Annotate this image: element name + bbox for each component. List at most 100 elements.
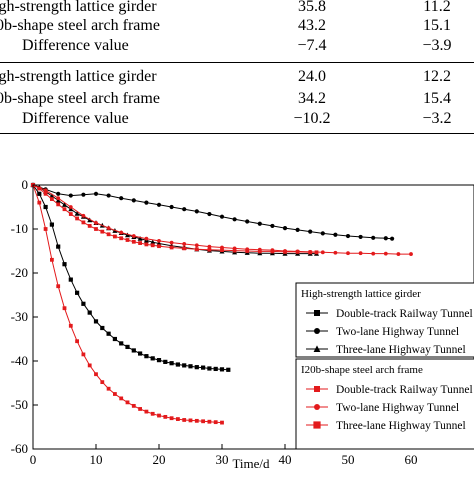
series-line <box>32 184 317 253</box>
data-point <box>37 200 42 205</box>
data-point <box>346 251 350 256</box>
series-line <box>32 184 223 424</box>
data-point <box>245 249 250 253</box>
legend-group-2: I20b-shape steel arch frame Double-track … <box>295 358 474 450</box>
data-point <box>100 325 105 331</box>
data-point <box>43 188 48 193</box>
series-4 <box>31 183 224 425</box>
data-point <box>358 234 363 240</box>
data-point <box>396 252 401 256</box>
data-point <box>138 241 142 245</box>
data-point <box>314 404 320 410</box>
data-point <box>62 207 67 212</box>
data-point <box>313 345 321 352</box>
data-point <box>131 198 136 203</box>
data-point <box>74 210 80 216</box>
data-point <box>94 220 98 225</box>
data-point <box>106 386 111 391</box>
data-point <box>131 234 136 238</box>
series-6 <box>31 183 319 255</box>
data-point <box>50 257 54 262</box>
data-point <box>314 310 320 316</box>
data-point <box>144 409 149 414</box>
series-1 <box>30 182 231 372</box>
table-cell-label: 0b-shape steel arch frame <box>0 90 160 107</box>
data-point <box>207 211 212 217</box>
data-point <box>169 416 174 421</box>
data-point <box>194 418 199 423</box>
x-tick-label: 30 <box>216 452 229 467</box>
data-point <box>138 351 143 356</box>
data-point <box>113 234 117 239</box>
table-cell-value: 15.4 <box>423 90 451 107</box>
data-point <box>207 244 212 249</box>
data-point <box>182 418 187 422</box>
data-point <box>320 231 325 236</box>
data-point <box>194 365 199 370</box>
table-bottom-rule <box>0 133 474 134</box>
data-point <box>37 186 42 191</box>
y-tick-label: 0 <box>22 177 29 192</box>
data-point <box>144 236 149 241</box>
data-point <box>257 249 262 254</box>
data-point <box>295 227 300 232</box>
data-point <box>320 250 325 255</box>
x-tick-label: 10 <box>90 452 103 467</box>
legend-group-1: High-strength lattice girder Double-track… <box>295 282 474 358</box>
table-row: igh-strength lattice girder 35.8 11.2 <box>0 0 474 18</box>
legend-box <box>295 358 474 450</box>
series-3 <box>30 182 319 256</box>
axis-layer: 0 10 20 30 40 50 60 0 -10 -20 -30 -40 -50 -60 <box>11 177 418 467</box>
data-point <box>56 196 61 201</box>
data-point <box>163 359 168 364</box>
data-point <box>201 419 205 424</box>
table-cell-value: 43.2 <box>298 17 326 34</box>
data-point <box>270 223 275 229</box>
data-point <box>245 219 250 224</box>
data-point <box>131 403 136 408</box>
data-point <box>169 204 174 210</box>
table-cell-label: igh-strength lattice girder <box>0 68 157 85</box>
data-point <box>232 217 237 222</box>
series-layer <box>30 182 413 425</box>
series-line <box>32 184 393 240</box>
table-row: 0b-shape steel arch frame 34.2 15.4 <box>0 88 474 110</box>
data-point <box>358 251 363 256</box>
x-tick-label: 60 <box>405 452 418 467</box>
data-point <box>81 301 86 306</box>
data-point <box>270 249 275 254</box>
data-point <box>55 197 61 203</box>
data-point <box>68 193 73 198</box>
y-tick-label: -30 <box>11 309 28 324</box>
data-point <box>119 196 124 201</box>
table-cell-label: Difference value <box>22 110 129 127</box>
data-point <box>106 193 111 198</box>
legend-title: I20b-shape steel arch frame <box>301 364 423 376</box>
data-point <box>220 248 224 253</box>
data-point <box>188 418 193 423</box>
table-cell-value: −7.4 <box>297 37 327 54</box>
legend-label: Two-lane Highway Tunnel <box>336 326 459 338</box>
data-point <box>156 358 162 363</box>
data-point <box>383 251 388 256</box>
data-point <box>383 236 388 241</box>
y-tick-label: -60 <box>11 441 28 456</box>
legend-label: Double-track Railway Tunnel <box>336 384 473 396</box>
data-point <box>257 221 262 226</box>
table-cell-value: −3.2 <box>422 110 452 127</box>
series-line <box>32 184 317 255</box>
table-cell-value: 12.2 <box>423 68 451 85</box>
data-point <box>213 366 218 372</box>
data-point <box>157 238 161 243</box>
table-cell-value: −10.2 <box>293 110 331 127</box>
data-point <box>131 239 136 244</box>
data-point <box>169 240 174 245</box>
table-row: igh-strength lattice girder 24.0 12.2 <box>0 66 474 88</box>
data-point <box>308 250 313 255</box>
data-point <box>207 247 212 252</box>
legend-label: Three-lane Highway Tunnel <box>336 344 466 356</box>
x-tick-label: 20 <box>153 452 166 467</box>
settlement-chart: 0 10 20 30 40 50 60 0 -10 -20 -30 -40 -50 -60 Time/d … <box>0 176 474 474</box>
data-point <box>175 362 180 367</box>
data-point <box>87 217 93 223</box>
